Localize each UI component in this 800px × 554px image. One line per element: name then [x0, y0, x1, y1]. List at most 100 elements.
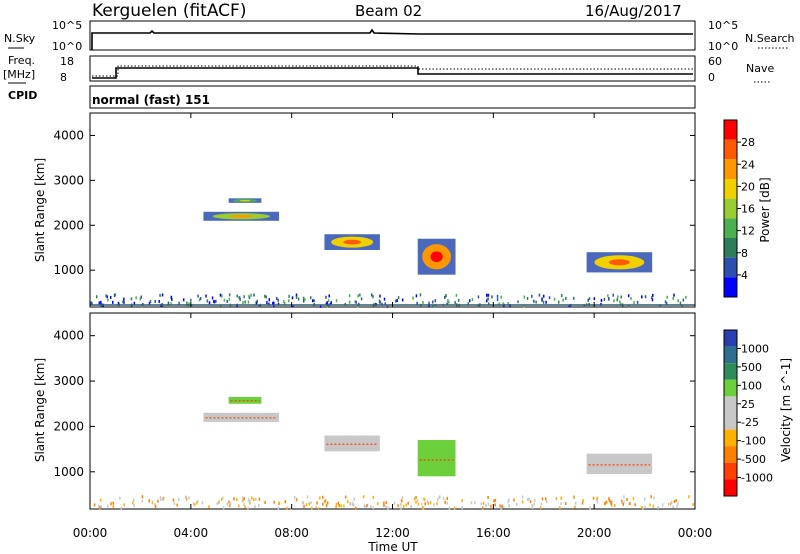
scatter-cell	[548, 296, 551, 300]
scatter-cell	[633, 301, 635, 305]
scatter-cell	[650, 495, 652, 499]
scatter-cell	[400, 503, 402, 507]
scatter-cell	[444, 500, 446, 504]
nave-line	[92, 65, 693, 77]
noise-sky-line	[91, 28, 693, 50]
scatter-cell	[528, 497, 530, 501]
scatter-cell	[370, 293, 373, 297]
scatter-cell	[541, 297, 543, 301]
scatter-cell	[119, 496, 121, 500]
ytick-label: 4000	[53, 329, 84, 343]
velocity-ylabel: Slant Range [km]	[33, 358, 47, 462]
scatter-cell	[239, 298, 241, 302]
echo-patch	[203, 211, 280, 221]
scatter-cell	[508, 498, 510, 502]
echo-patch	[324, 234, 380, 250]
scatter-cell	[500, 295, 502, 299]
scatter-cell	[621, 499, 623, 503]
scatter-cell	[322, 495, 324, 499]
scatter-cell	[385, 501, 387, 505]
scatter-cell	[236, 498, 238, 502]
scatter-cell	[304, 297, 306, 301]
scatter-cell	[377, 502, 379, 506]
scatter-cell	[302, 296, 305, 300]
scatter-cell	[338, 504, 341, 508]
scatter-cell	[657, 505, 659, 509]
scatter-cell	[151, 501, 154, 505]
scatter-cell	[416, 499, 419, 503]
scatter-cell	[560, 502, 562, 506]
xtick-label: 20:00	[577, 526, 612, 540]
scatter-cell	[544, 497, 547, 501]
scatter-cell	[562, 298, 564, 302]
scatter-cell	[419, 293, 422, 297]
scatter-cell	[453, 506, 456, 510]
scatter-cell	[242, 499, 244, 503]
scatter-cell	[428, 301, 430, 305]
colorbar-tick-label: 1000	[741, 342, 769, 355]
scatter-cell	[381, 302, 383, 306]
scatter-cell	[268, 302, 270, 306]
scatter-cell	[494, 498, 497, 502]
scatter-cell	[197, 294, 199, 298]
scatter-cell	[277, 298, 279, 302]
scatter-cell	[317, 506, 320, 510]
scatter-cell	[400, 506, 402, 510]
scatter-cell	[313, 299, 315, 303]
velocity-panel-frame	[89, 312, 696, 510]
scatter-cell	[641, 505, 643, 509]
scatter-cell	[90, 301, 93, 305]
scatter-cell	[98, 504, 100, 508]
scatter-cell	[106, 295, 108, 299]
scatter-cell	[573, 296, 575, 300]
power-yticks: 1000 2000 3000 4000	[53, 128, 695, 277]
scatter-cell	[229, 504, 231, 508]
scatter-cell	[513, 498, 515, 502]
scatter-cell	[215, 299, 217, 303]
colorbar-segment	[724, 277, 737, 297]
scatter-cell	[642, 506, 644, 510]
scatter-cell	[123, 300, 125, 304]
scatter-cell	[507, 500, 509, 504]
scatter-cell	[248, 294, 250, 298]
scatter-cell	[448, 300, 450, 304]
echo-patch	[586, 252, 653, 273]
scatter-cell	[362, 495, 365, 499]
colorbar-segment	[724, 363, 737, 380]
scatter-cell	[609, 499, 611, 503]
scatter-cell	[265, 295, 267, 299]
scatter-cell	[176, 503, 178, 507]
scatter-cell	[378, 299, 381, 303]
scatter-cell	[616, 298, 619, 302]
scatter-cell	[653, 496, 655, 500]
scatter-cell	[272, 302, 274, 306]
scatter-cell	[396, 298, 398, 302]
scatter-cell	[535, 300, 537, 304]
scatter-cell	[623, 495, 625, 499]
scatter-cell	[603, 297, 606, 301]
scatter-cell	[219, 293, 222, 297]
scatter-cell	[170, 295, 173, 299]
scatter-cell	[415, 500, 417, 504]
colorbar-tick-label: 28	[741, 136, 755, 149]
scatter-cell	[568, 304, 571, 308]
scatter-cell	[252, 498, 255, 502]
scatter-cell	[254, 504, 256, 508]
scatter-cell	[416, 301, 418, 305]
scatter-cell	[111, 300, 114, 304]
scatter-cell	[141, 499, 144, 503]
colorbar-tick-label: 24	[741, 158, 755, 171]
echo-patch-peak	[430, 251, 443, 263]
scatter-cell	[223, 298, 226, 302]
scatter-cell	[330, 301, 332, 305]
scatter-cell	[487, 293, 490, 297]
scatter-cell	[149, 300, 152, 304]
cpid-panel-frame	[89, 85, 696, 109]
scatter-cell	[487, 502, 490, 506]
scatter-cell	[171, 297, 173, 301]
scatter-cell	[407, 501, 409, 505]
scatter-cell	[531, 503, 533, 507]
ytick-label: 4000	[53, 128, 84, 142]
scatter-cell	[258, 304, 260, 308]
scatter-cell	[98, 301, 101, 305]
